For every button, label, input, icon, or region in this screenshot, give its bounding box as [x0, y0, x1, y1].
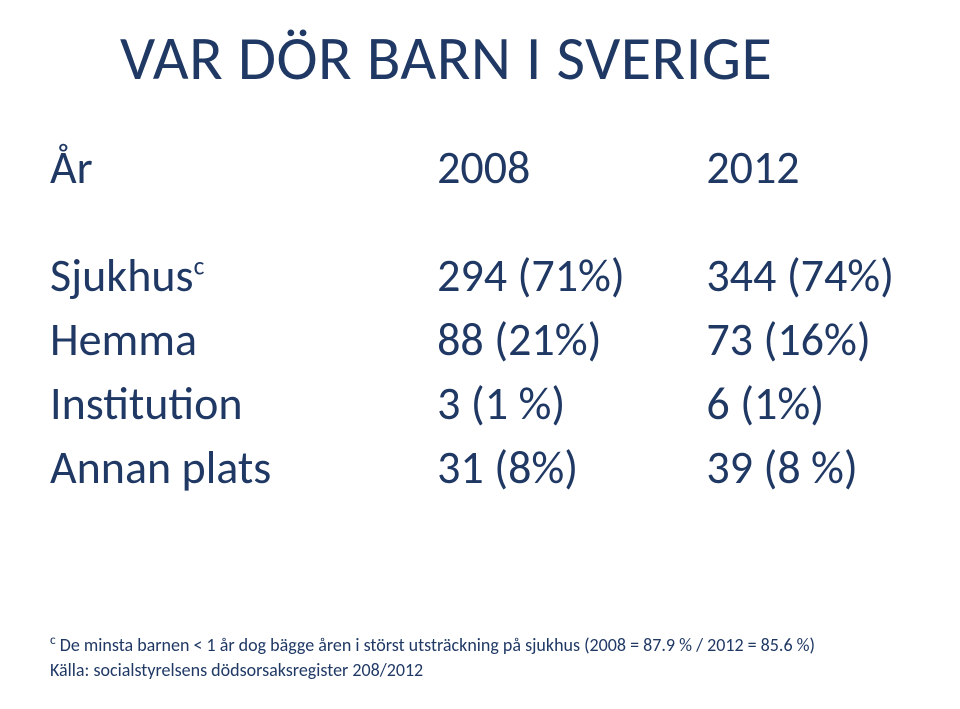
table-row: Annan plats 31 (8%) 39 (8 %) [50, 436, 910, 500]
row-col-2012: 39 (8 %) [706, 436, 910, 500]
row-col-2008: 3 (1 %) [437, 372, 706, 436]
row-label: Sjukhus [50, 248, 194, 304]
row-col-2012: 6 (1%) [706, 372, 910, 436]
row-label-cell: Institution [50, 372, 437, 436]
row-label-cell: Hemma [50, 308, 437, 372]
header-col-2008: 2008 [437, 136, 706, 200]
row-label-cell: Annan plats [50, 436, 437, 500]
header-label: År [50, 136, 437, 200]
table-header-row: År 2008 2012 [50, 136, 910, 200]
footnotes: c De minsta barnen < 1 år dog bägge åren… [50, 631, 815, 683]
row-label: Institution [50, 376, 243, 432]
table-gap-row [50, 200, 910, 244]
table-row: Institution 3 (1 %) 6 (1%) [50, 372, 910, 436]
data-table: År 2008 2012 Sjukhusc 294 (71%) 344 (74%… [50, 136, 910, 500]
row-col-2008: 31 (8%) [437, 436, 706, 500]
row-label: Hemma [50, 312, 197, 368]
table-row: Hemma 88 (21%) 73 (16%) [50, 308, 910, 372]
row-label: Annan plats [50, 440, 271, 496]
row-label-cell: Sjukhusc [50, 244, 437, 308]
slide-root: VAR DÖR BARN I SVERIGE År 2008 2012 Sjuk… [0, 0, 960, 709]
row-col-2012: 73 (16%) [706, 308, 910, 372]
footnote-text-1: De minsta barnen < 1 år dog bägge åren i… [56, 634, 815, 656]
row-col-2012: 344 (74%) [706, 244, 910, 308]
footnote-line-1: c De minsta barnen < 1 år dog bägge åren… [50, 631, 815, 658]
table-row: Sjukhusc 294 (71%) 344 (74%) [50, 244, 910, 308]
slide-title: VAR DÖR BARN I SVERIGE [120, 20, 910, 96]
footnote-line-2: Källa: socialstyrelsens dödsorsaksregist… [50, 658, 815, 683]
row-col-2008: 88 (21%) [437, 308, 706, 372]
row-note-mark: c [194, 251, 205, 282]
row-col-2008: 294 (71%) [437, 244, 706, 308]
header-col-2012: 2012 [706, 136, 910, 200]
